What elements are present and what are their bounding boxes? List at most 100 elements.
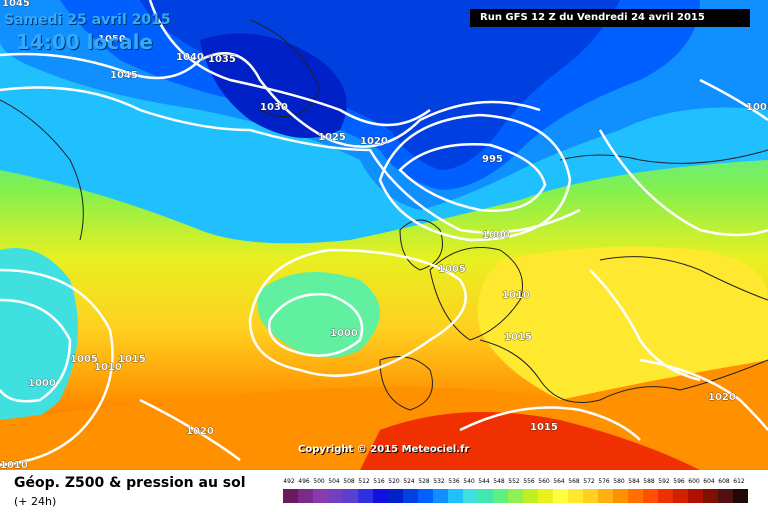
legend-title: Géop. Z500 & pression au sol [14, 475, 246, 491]
run-banner: Run GFS 12 Z du Vendredi 24 avril 2015 [470, 9, 750, 27]
isobar-label: 1000 [28, 378, 56, 389]
legend-subtitle: (+ 24h) [14, 495, 57, 508]
scale-swatch [523, 489, 538, 503]
isobar-label: 1000 [330, 328, 358, 339]
scale-value-label: 588 [643, 478, 655, 485]
scale-swatch [673, 489, 688, 503]
z500-west-cutoff [0, 248, 78, 423]
scale-value-label: 540 [463, 478, 475, 485]
scale-swatch [493, 489, 508, 503]
forecast-time: 14:00 locale [16, 30, 153, 54]
isobar-label: 1020 [708, 392, 736, 403]
isobar-label: 1000 [482, 230, 510, 241]
scale-swatch [313, 489, 328, 503]
scale-value-label: 600 [688, 478, 700, 485]
isobar-label: 1020 [360, 136, 388, 147]
coastlines [0, 19, 768, 411]
scale-value-label: 552 [508, 478, 520, 485]
scale-swatch [613, 489, 628, 503]
isobar-label: 1005 [438, 264, 466, 275]
scale-swatch [418, 489, 433, 503]
scale-value-label: 528 [418, 478, 430, 485]
isobar-label: 1050 [98, 34, 126, 45]
isobar-label: 1015 [504, 332, 532, 343]
isobar-label: 995 [482, 154, 503, 165]
scale-value-label: 536 [448, 478, 460, 485]
isobar-labels: 1045 1050 1040 1035 1045 1030 1025 1020 … [0, 0, 768, 470]
scale-swatch [508, 489, 523, 503]
scale-value-label: 580 [613, 478, 625, 485]
scale-swatch [628, 489, 643, 503]
scale-value-label: 596 [673, 478, 685, 485]
isobar-label: 1040 [176, 52, 204, 63]
scale-value-label: 508 [343, 478, 355, 485]
scale-value-label: 504 [328, 478, 340, 485]
scale-swatch [688, 489, 703, 503]
color-scale-bar [283, 489, 748, 503]
scale-value-label: 496 [298, 478, 310, 485]
legend-panel: Géop. Z500 & pression au sol (+ 24h) 492… [0, 470, 768, 512]
geopotential-map: 1045 1050 1040 1035 1045 1030 1025 1020 … [0, 0, 768, 470]
scale-swatch [553, 489, 568, 503]
z500-europe-ridge [477, 246, 768, 400]
scale-swatch [388, 489, 403, 503]
scale-value-label: 564 [553, 478, 565, 485]
scale-swatch [283, 489, 298, 503]
scale-swatch [358, 489, 373, 503]
isobar-label: 1010 [94, 362, 122, 373]
scale-value-label: 500 [313, 478, 325, 485]
scale-swatch [568, 489, 583, 503]
scale-swatch [433, 489, 448, 503]
scale-value-label: 524 [403, 478, 415, 485]
scale-swatch [583, 489, 598, 503]
isobar-label: 1005 [70, 354, 98, 365]
scale-swatch [463, 489, 478, 503]
scale-value-label: 612 [733, 478, 745, 485]
scale-swatch [598, 489, 613, 503]
isobar-label: 1035 [208, 54, 236, 65]
isobar-label: 1010 [502, 290, 530, 301]
isobar-label: 1005 [746, 102, 768, 113]
scale-value-label: 576 [598, 478, 610, 485]
forecast-date: Samedi 25 avril 2015 [4, 12, 171, 28]
scale-value-label: 516 [373, 478, 385, 485]
scale-value-label: 572 [583, 478, 595, 485]
scale-value-label: 604 [703, 478, 715, 485]
isobar-label: 1025 [318, 132, 346, 143]
isobar-label: 1030 [260, 102, 288, 113]
scale-value-label: 492 [283, 478, 295, 485]
isobar-label: 1015 [118, 354, 146, 365]
isobar-label: 1045 [2, 0, 30, 9]
scale-swatch [343, 489, 358, 503]
copyright-notice: Copyright © 2015 Meteociel.fr [298, 444, 470, 455]
scale-value-label: 592 [658, 478, 670, 485]
scale-swatch [373, 489, 388, 503]
scale-swatch [733, 489, 748, 503]
isobar-label: 1015 [530, 422, 558, 433]
scale-value-label: 532 [433, 478, 445, 485]
scale-value-label: 584 [628, 478, 640, 485]
scale-swatch [328, 489, 343, 503]
scale-swatch [718, 489, 733, 503]
scale-swatch [643, 489, 658, 503]
scale-swatch [538, 489, 553, 503]
isobar-lines [0, 0, 768, 465]
z500-low-core [200, 33, 347, 139]
z500-central-tongue [257, 272, 380, 358]
isobar-label: 1020 [186, 426, 214, 437]
scale-swatch [403, 489, 418, 503]
scale-value-label: 548 [493, 478, 505, 485]
isobar-label: 1010 [0, 460, 28, 470]
scale-value-label: 556 [523, 478, 535, 485]
z500-hot-zone [360, 412, 700, 470]
scale-swatch [448, 489, 463, 503]
scale-value-label: 560 [538, 478, 550, 485]
scale-swatch [658, 489, 673, 503]
scale-value-label: 568 [568, 478, 580, 485]
scale-value-label: 608 [718, 478, 730, 485]
scale-value-label: 544 [478, 478, 490, 485]
scale-swatch [298, 489, 313, 503]
scale-swatch [703, 489, 718, 503]
scale-swatch [478, 489, 493, 503]
